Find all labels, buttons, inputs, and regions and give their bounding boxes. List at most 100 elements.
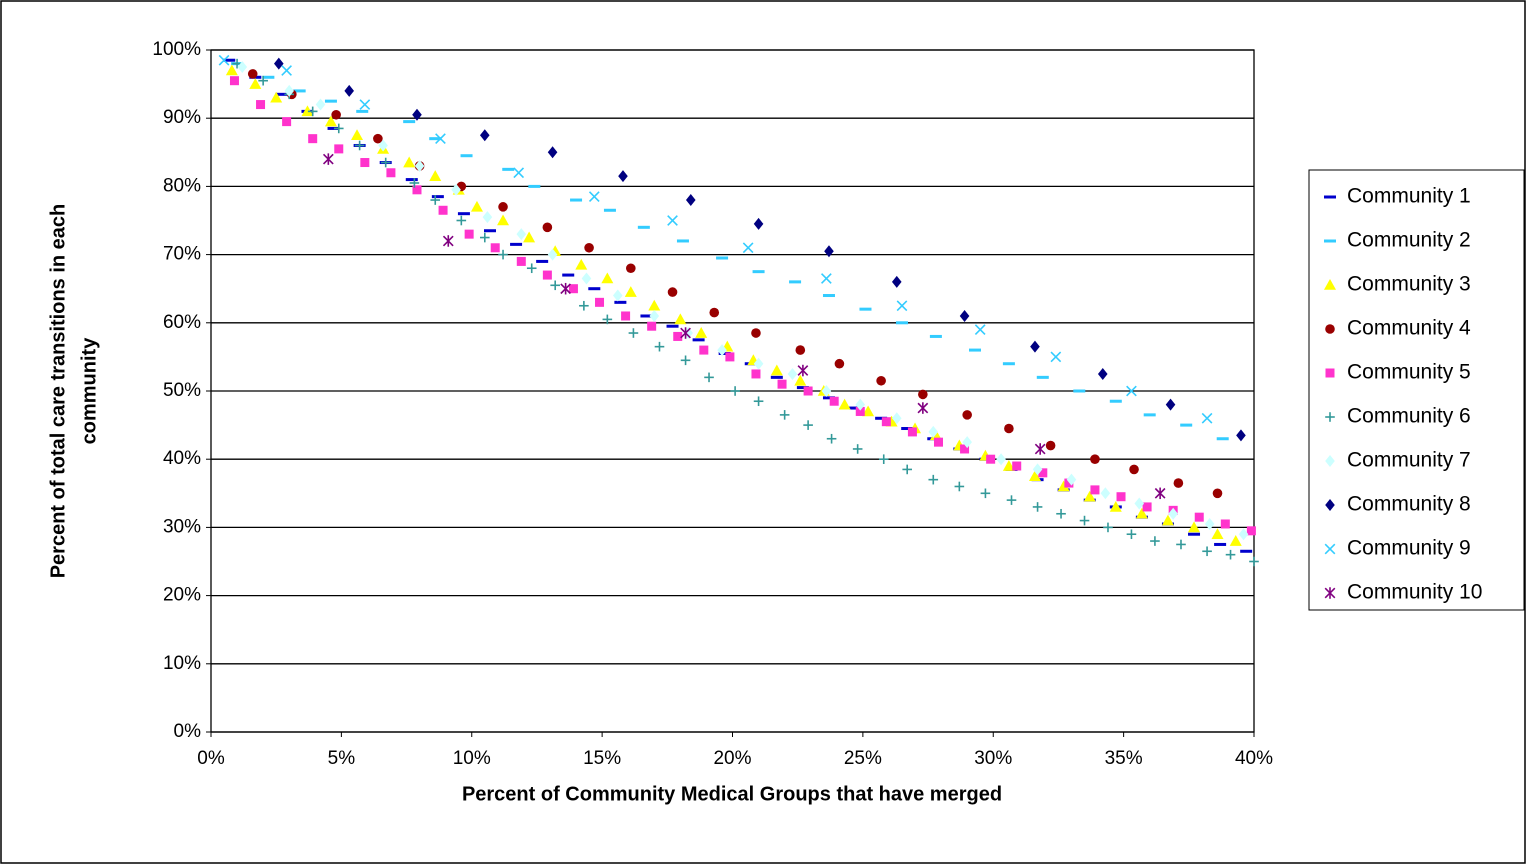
legend-marker	[1325, 368, 1335, 378]
point	[902, 464, 913, 475]
point-shape	[603, 208, 616, 212]
point-shape	[753, 357, 764, 370]
point	[1212, 488, 1223, 499]
point-shape	[1143, 413, 1156, 417]
point	[803, 386, 813, 396]
point-shape	[1045, 440, 1056, 451]
point-shape	[1090, 485, 1100, 495]
point	[322, 153, 334, 165]
point	[881, 417, 891, 427]
point-shape	[959, 309, 970, 322]
point-shape	[1188, 521, 1201, 533]
point-shape	[1246, 526, 1256, 536]
point-shape	[412, 108, 422, 121]
point-shape	[344, 84, 354, 97]
point	[516, 228, 527, 241]
point-shape	[331, 109, 341, 120]
point	[1150, 536, 1160, 546]
point	[1109, 500, 1122, 512]
legend-label: Community 4	[1347, 317, 1471, 340]
point-shape	[962, 410, 972, 420]
point-shape	[742, 242, 754, 254]
point	[680, 327, 691, 339]
point	[725, 352, 735, 362]
point	[779, 410, 790, 420]
point-shape	[647, 321, 657, 331]
point	[1194, 512, 1204, 522]
point-shape	[716, 256, 729, 260]
point-shape	[907, 427, 917, 437]
point	[855, 406, 865, 416]
point-shape	[855, 398, 866, 411]
point	[1028, 470, 1041, 482]
point-shape	[293, 89, 306, 93]
y-tick-label: 70%	[163, 244, 201, 265]
point	[959, 309, 970, 322]
point	[431, 195, 444, 199]
point-shape	[429, 137, 442, 141]
point-shape	[824, 245, 834, 258]
point-shape	[751, 328, 761, 338]
point-shape	[327, 126, 340, 130]
point-shape	[876, 375, 886, 386]
point	[980, 488, 991, 499]
point	[575, 258, 588, 270]
point-shape	[575, 258, 588, 270]
point-shape	[1116, 492, 1126, 502]
legend-marker	[1324, 195, 1336, 199]
point	[247, 69, 258, 79]
point-shape	[753, 217, 764, 230]
point	[451, 183, 461, 196]
point	[685, 194, 696, 207]
point	[770, 364, 783, 376]
x-tick-label: 5%	[328, 748, 356, 769]
point	[795, 345, 806, 355]
y-tick-label: 80%	[163, 175, 201, 196]
legend-label: Community 8	[1347, 493, 1471, 516]
point	[753, 217, 764, 230]
legend-marker	[1324, 543, 1336, 555]
point	[1038, 468, 1048, 478]
y-tick-label: 60%	[163, 312, 201, 333]
point	[409, 178, 420, 188]
point-shape	[405, 178, 418, 182]
point-shape	[568, 284, 578, 294]
point-shape	[1324, 279, 1336, 290]
point-shape	[667, 287, 678, 297]
point	[640, 314, 653, 318]
point-shape	[1165, 398, 1176, 411]
point	[954, 481, 965, 492]
point	[1143, 413, 1156, 417]
point-shape	[281, 65, 292, 76]
point	[1045, 440, 1056, 451]
point	[482, 211, 493, 224]
point-shape	[282, 117, 292, 127]
point-shape	[470, 200, 483, 212]
point	[777, 379, 787, 389]
point	[730, 386, 740, 396]
x-tick-label: 35%	[1105, 748, 1143, 769]
point	[896, 300, 908, 312]
point	[334, 144, 344, 154]
point-shape	[974, 324, 986, 335]
point	[516, 256, 526, 266]
point	[852, 444, 863, 454]
point-shape	[324, 115, 337, 127]
point	[570, 198, 583, 202]
point-shape	[891, 412, 902, 425]
point-shape	[451, 183, 461, 196]
point-shape	[301, 105, 314, 117]
point-shape	[881, 417, 891, 427]
point	[1006, 495, 1017, 505]
point-shape	[249, 78, 262, 89]
point	[414, 159, 425, 172]
point-shape	[1325, 499, 1335, 511]
point-shape	[1002, 362, 1015, 366]
point-shape	[725, 352, 735, 362]
point	[435, 133, 446, 145]
point-shape	[621, 311, 631, 321]
point	[456, 215, 467, 226]
point-shape	[1109, 500, 1122, 512]
point-shape	[1002, 460, 1015, 471]
